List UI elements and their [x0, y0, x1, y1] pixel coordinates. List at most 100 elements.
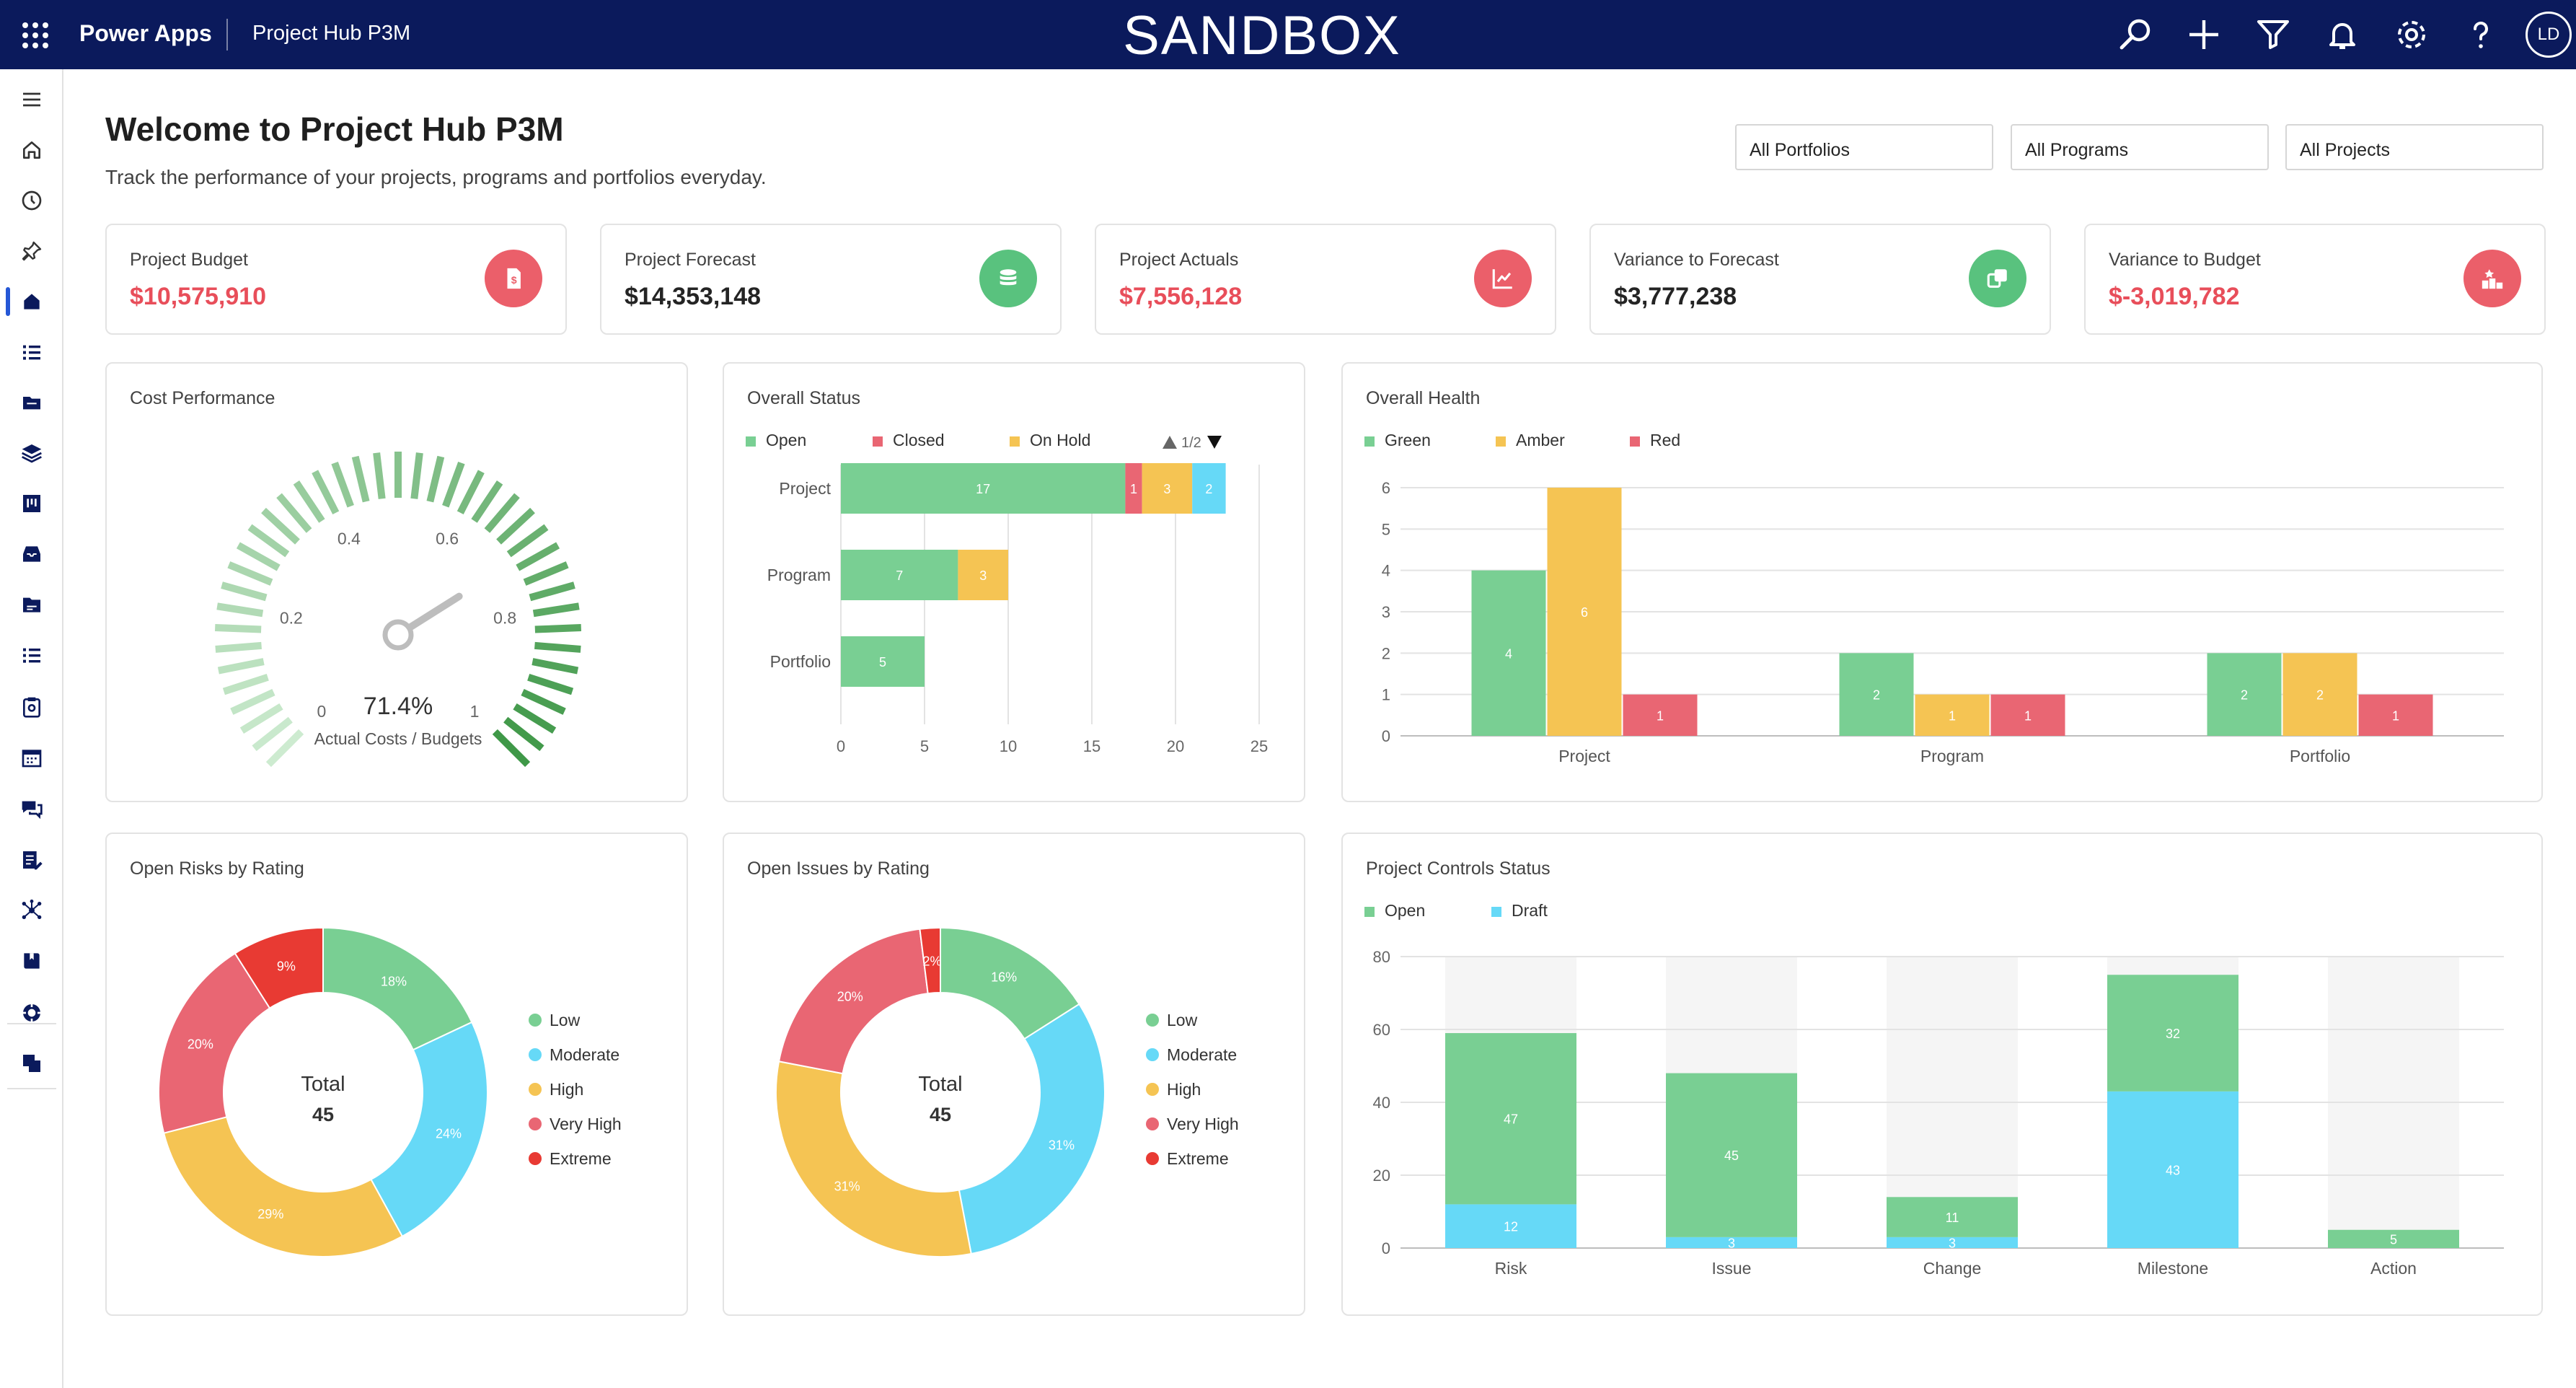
- program-filter[interactable]: All Programs: [2011, 124, 2269, 170]
- kpi-card[interactable]: Variance to Budget $-3,019,782: [2084, 224, 2546, 335]
- legend-item-extreme[interactable]: Extreme: [529, 1149, 612, 1168]
- settings-icon[interactable]: [2394, 17, 2429, 52]
- bar-segment[interactable]: [841, 636, 925, 687]
- controls-bar-segment[interactable]: [1666, 1073, 1797, 1237]
- nav-chat-icon[interactable]: [17, 794, 46, 822]
- nav-dashboard-home-icon[interactable]: [17, 287, 46, 316]
- nav-pin-icon[interactable]: [17, 237, 46, 265]
- portfolio-filter[interactable]: All Portfolios: [1735, 124, 1993, 170]
- kpi-card[interactable]: Project Actuals $7,556,128: [1095, 224, 1556, 335]
- gauge-segment: [527, 673, 574, 695]
- legend-item-moderate[interactable]: Moderate: [1146, 1045, 1237, 1064]
- project-filter[interactable]: All Projects: [2285, 124, 2544, 170]
- bar-segment[interactable]: [841, 550, 958, 600]
- bar-segment[interactable]: [841, 463, 1126, 514]
- legend-item-green[interactable]: Green: [1364, 431, 1431, 449]
- nav-settings-alt-icon[interactable]: [17, 998, 46, 1027]
- nav-recent-icon[interactable]: [17, 186, 46, 215]
- donut-slice[interactable]: [958, 1003, 1106, 1255]
- controls-bar-segment[interactable]: [1445, 1033, 1576, 1205]
- legend-item-on-hold[interactable]: On Hold: [1010, 431, 1090, 449]
- legend-item-very-high[interactable]: Very High: [529, 1115, 622, 1133]
- gauge-tick-label: 0.6: [436, 529, 459, 548]
- kpi-card[interactable]: Variance to Forecast $3,777,238: [1589, 224, 2051, 335]
- health-bar[interactable]: [1623, 694, 1698, 736]
- controls-bar-segment[interactable]: [2328, 1229, 2459, 1248]
- donut-slice[interactable]: [162, 1116, 404, 1257]
- legend-item-very-high[interactable]: Very High: [1146, 1115, 1239, 1133]
- legend-item-moderate[interactable]: Moderate: [529, 1045, 619, 1064]
- avatar[interactable]: LD: [2526, 12, 2572, 58]
- legend-item-low[interactable]: Low: [1146, 1011, 1198, 1029]
- nav-bookmark-icon[interactable]: [17, 1049, 46, 1078]
- kpi-card[interactable]: Project Budget $10,575,910 $: [105, 224, 567, 335]
- donut-slice[interactable]: [158, 952, 271, 1134]
- donut-slice[interactable]: [234, 926, 324, 1009]
- brand-name[interactable]: Power Apps: [79, 20, 212, 46]
- app-launcher-icon[interactable]: [20, 20, 49, 49]
- health-bar[interactable]: [1990, 694, 2065, 736]
- health-bar[interactable]: [1915, 694, 1990, 736]
- controls-bar-segment[interactable]: [2107, 1091, 2238, 1248]
- nav-layers-icon[interactable]: [17, 439, 46, 467]
- legend-item-amber[interactable]: Amber: [1496, 431, 1565, 449]
- health-bar[interactable]: [1839, 653, 1914, 736]
- nav-document-icon[interactable]: [17, 590, 46, 619]
- legend-pager[interactable]: 1/2: [1163, 435, 1222, 451]
- controls-bar-segment[interactable]: [1445, 1204, 1576, 1248]
- health-bar[interactable]: [2282, 653, 2357, 736]
- legend-item-extreme[interactable]: Extreme: [1146, 1149, 1229, 1168]
- help-icon[interactable]: [2463, 17, 2498, 52]
- nav-menu-icon[interactable]: [17, 85, 46, 114]
- nav-inbox-icon[interactable]: [17, 540, 46, 568]
- nav-report-icon[interactable]: [17, 845, 46, 874]
- donut-slice[interactable]: [919, 926, 941, 995]
- nav-clipboard-icon[interactable]: [17, 693, 46, 721]
- donut-slice[interactable]: [777, 928, 929, 1075]
- bar-segment[interactable]: [1142, 463, 1193, 514]
- legend-item-high[interactable]: High: [1146, 1080, 1201, 1099]
- nav-list-detail-icon[interactable]: [17, 641, 46, 669]
- legend-item-closed[interactable]: Closed: [873, 431, 945, 449]
- filter-icon[interactable]: [2256, 17, 2290, 52]
- controls-bar-segment[interactable]: [1887, 1237, 2018, 1248]
- legend-item-draft[interactable]: Draft: [1491, 901, 1548, 920]
- kpi-card[interactable]: Project Forecast $14,353,148: [600, 224, 1062, 335]
- donut-slice[interactable]: [775, 1060, 972, 1257]
- nav-separator: [7, 1088, 56, 1089]
- nav-network-icon[interactable]: [17, 896, 46, 925]
- bar-data-label: 1: [2024, 708, 2032, 723]
- add-icon[interactable]: [2187, 17, 2221, 52]
- legend-item-red[interactable]: Red: [1630, 431, 1680, 449]
- pager-up-icon[interactable]: [1163, 436, 1177, 449]
- top-bar: Power Apps Project Hub P3M SANDBOX LD: [0, 0, 2576, 69]
- nav-home-icon[interactable]: [17, 136, 46, 164]
- nav-list-icon[interactable]: [17, 338, 46, 366]
- health-bar[interactable]: [2207, 653, 2282, 736]
- health-bar[interactable]: [2358, 694, 2433, 736]
- bar-segment[interactable]: [958, 550, 1008, 600]
- health-bar[interactable]: [1471, 570, 1546, 736]
- category-label: Project: [779, 479, 831, 498]
- controls-bar-segment[interactable]: [1666, 1237, 1797, 1248]
- legend-label: Red: [1650, 431, 1680, 449]
- legend-item-open[interactable]: Open: [1364, 901, 1425, 920]
- nav-book-icon[interactable]: [17, 946, 46, 975]
- donut-slice[interactable]: [370, 1021, 488, 1238]
- nav-board-icon[interactable]: [17, 489, 46, 518]
- app-name[interactable]: Project Hub P3M: [252, 22, 411, 45]
- search-icon[interactable]: [2117, 17, 2152, 52]
- health-bar[interactable]: [1547, 488, 1622, 736]
- bell-icon[interactable]: [2325, 17, 2360, 52]
- nav-calendar-icon[interactable]: [17, 743, 46, 772]
- bar-segment[interactable]: [1192, 463, 1226, 514]
- nav-folder-icon[interactable]: [17, 388, 46, 417]
- bar-segment[interactable]: [1125, 463, 1142, 514]
- pager-down-icon[interactable]: [1207, 436, 1222, 449]
- legend-item-open[interactable]: Open: [746, 431, 806, 449]
- controls-bar-segment[interactable]: [2107, 975, 2238, 1091]
- donut-slice[interactable]: [322, 926, 473, 1051]
- controls-bar-segment[interactable]: [1887, 1197, 2018, 1237]
- legend-item-low[interactable]: Low: [529, 1011, 581, 1029]
- legend-item-high[interactable]: High: [529, 1080, 583, 1099]
